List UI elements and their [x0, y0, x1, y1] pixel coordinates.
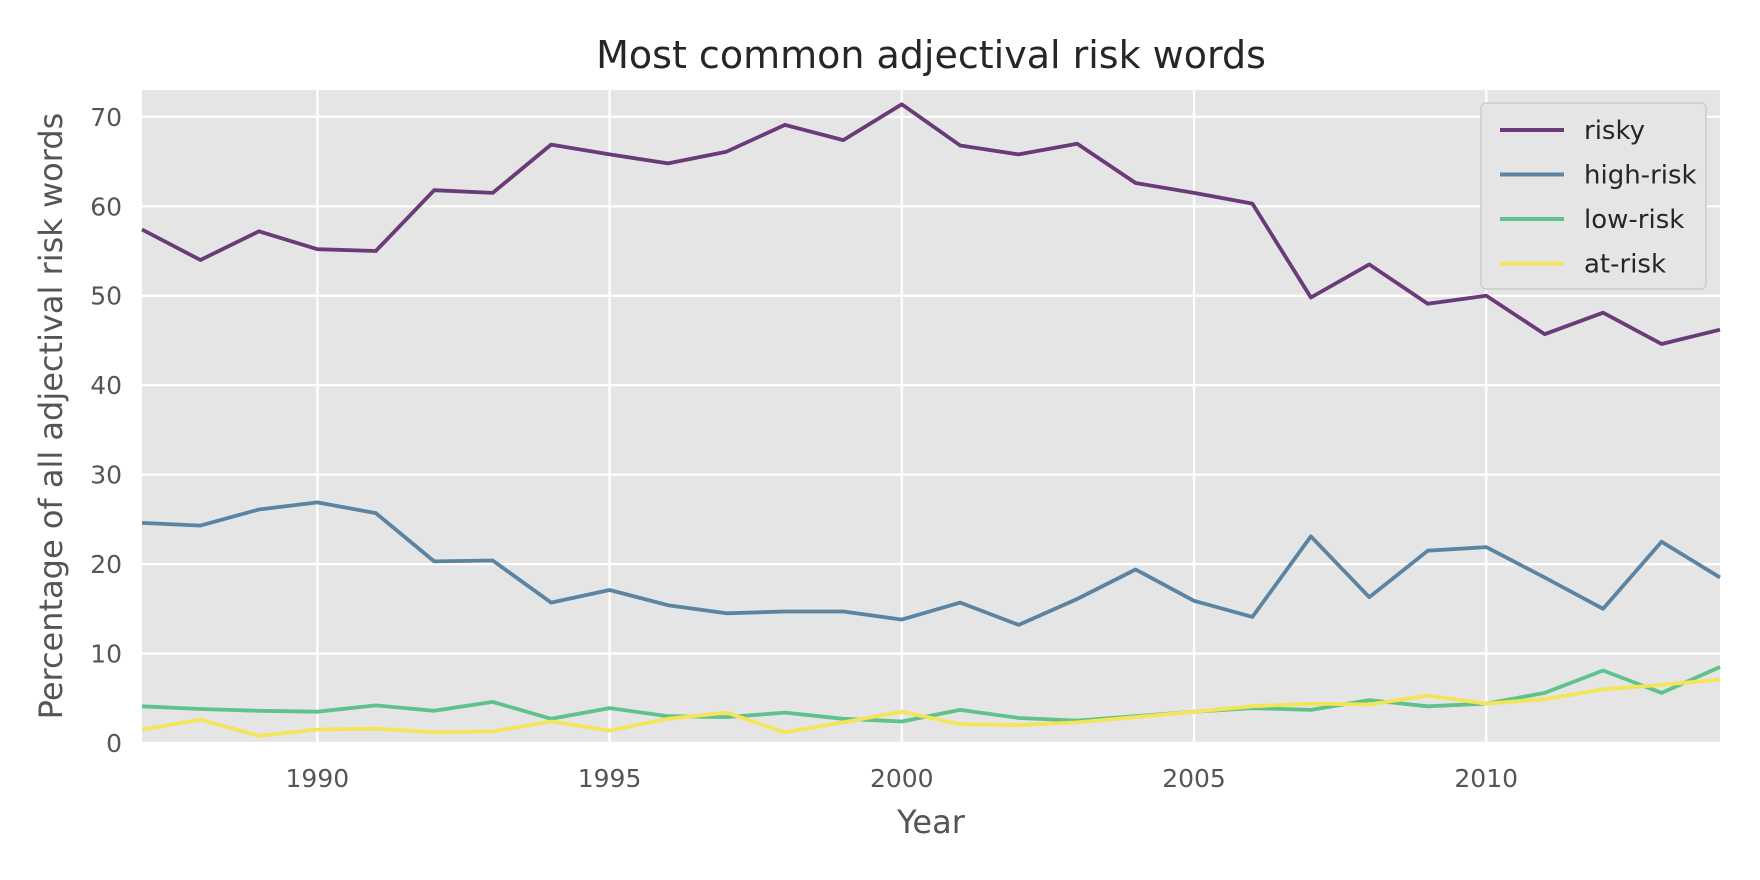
series-line-risky	[141, 102, 1721, 346]
x-tick-label: 2010	[1454, 764, 1518, 793]
x-tick-label: 2005	[1162, 764, 1226, 793]
y-tick-label: 50	[90, 282, 122, 311]
grid-lines	[142, 90, 1720, 745]
series-lines	[141, 102, 1721, 738]
y-tick-label: 70	[90, 103, 122, 132]
legend-label-at-risk: at-risk	[1584, 250, 1666, 280]
plot-background	[142, 90, 1720, 743]
chart-title: Most common adjectival risk words	[596, 33, 1266, 77]
x-tick-label: 1990	[286, 764, 350, 793]
legend-label-high-risk: high-risk	[1584, 161, 1697, 191]
x-axis-label: Year	[896, 803, 966, 841]
y-axis-label: Percentage of all adjectival risk words	[32, 113, 70, 720]
y-tick-label: 60	[90, 192, 122, 221]
x-tick-label: 2000	[870, 764, 934, 793]
legend-box	[1480, 102, 1707, 290]
series-line-at-risk	[141, 677, 1721, 738]
axis-ticks: 1990 1995 2000 2005 2010 0 10 20 30 40 50 60 70	[90, 103, 1518, 793]
y-tick-label: 30	[90, 461, 122, 490]
y-tick-label: 40	[90, 371, 122, 400]
y-tick-label: 0	[106, 729, 122, 758]
series-line-high-risk	[141, 500, 1721, 627]
legend: risky high-risk low-risk at-risk	[1480, 102, 1707, 290]
y-tick-label: 20	[90, 550, 122, 579]
y-tick-label: 10	[90, 640, 122, 669]
legend-label-low-risk: low-risk	[1584, 205, 1684, 235]
x-tick-label: 1995	[578, 764, 642, 793]
legend-label-risky: risky	[1584, 116, 1645, 146]
series-line-low-risk	[141, 665, 1721, 724]
